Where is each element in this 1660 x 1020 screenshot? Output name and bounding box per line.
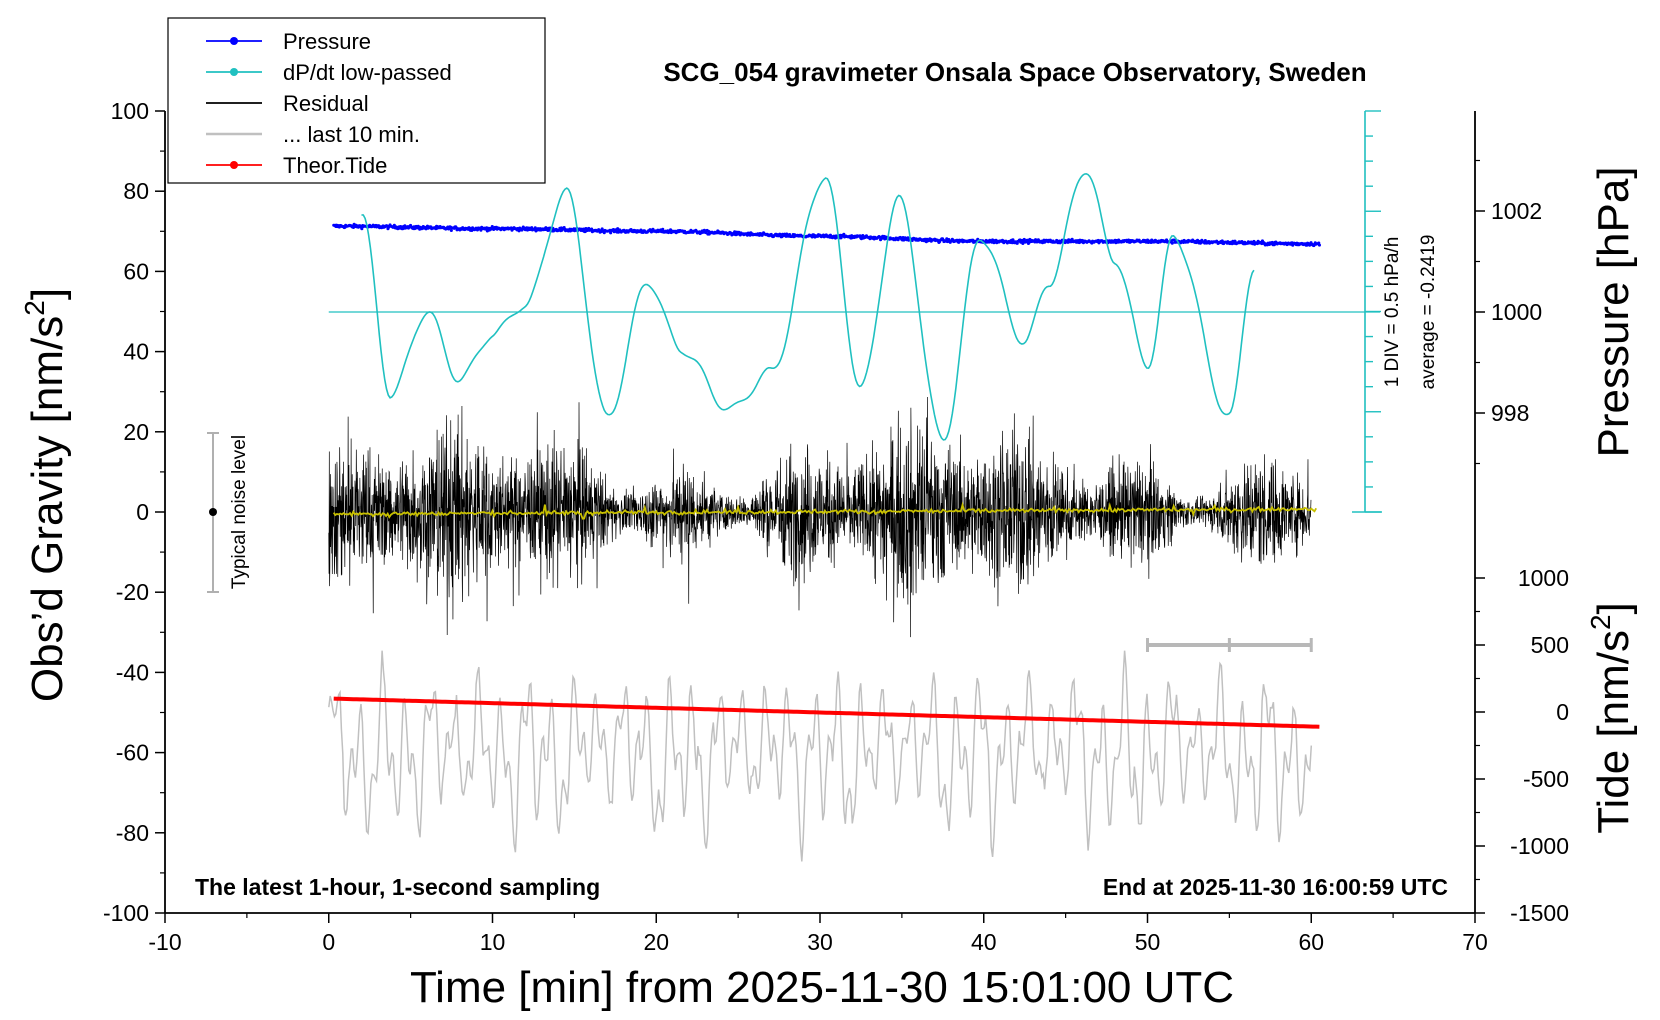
y-axis-label-left-main: Obs’d Gravity [nm/s <box>23 316 72 702</box>
y-tick-label-pressure: 998 <box>1491 400 1529 426</box>
y-tick-label-tide: -1000 <box>1510 833 1569 859</box>
y-tick-label-tide: 0 <box>1556 699 1569 725</box>
y-axis-label-pressure: Pressure [hPa] <box>1589 166 1638 457</box>
x-tick-label: 20 <box>643 929 669 955</box>
residual-series <box>328 396 1312 638</box>
y-tick-label-gravity: 100 <box>111 98 149 124</box>
dpdt-series <box>361 172 1255 441</box>
y-tick-label-gravity: -80 <box>116 820 149 846</box>
dpdt-scale-bar <box>1352 110 1382 513</box>
legend-label: ... last 10 min. <box>283 122 420 147</box>
y-tick-label-gravity: 60 <box>123 258 149 284</box>
legend-item: Theor.Tide <box>206 153 387 178</box>
legend-item: Pressure <box>206 29 371 54</box>
scale-label-div: 1 DIV = 0.5 hPa/h <box>1382 237 1403 388</box>
x-tick-label: 0 <box>322 929 335 955</box>
legend-marker <box>230 68 238 76</box>
y-tick-label-gravity: 40 <box>123 339 149 365</box>
theor-tide-series <box>333 696 1320 729</box>
noise-level-label: Typical noise level <box>229 435 250 589</box>
y-axis-label-left-close: ] <box>23 288 72 300</box>
y-tick-label-tide: 500 <box>1531 632 1569 658</box>
footer-left: The latest 1-hour, 1-second sampling <box>195 874 600 900</box>
legend: Pressure dP/dt low-passed Residual ... last… <box>167 17 546 184</box>
last-10-min-series <box>328 650 1313 862</box>
chart-title: SCG_054 gravimeter Onsala Space Observat… <box>663 57 1366 87</box>
pressure-series <box>332 222 1321 248</box>
y-tick-label-tide: -500 <box>1523 766 1569 792</box>
y-tick-label-pressure: 1002 <box>1491 198 1542 224</box>
y-tick-label-tide: -1500 <box>1510 900 1569 926</box>
x-tick-label: 60 <box>1298 929 1324 955</box>
x-axis-label: Time [min] from 2025-11-30 15:01:00 UTC <box>410 963 1234 1012</box>
scale-label-average: average = -0.2419 <box>1418 235 1439 390</box>
y-tick-label-gravity: -60 <box>116 740 149 766</box>
y-tick-label-gravity: -20 <box>116 579 149 605</box>
footer-right: End at 2025-11-30 16:00:59 UTC <box>1103 874 1448 900</box>
y-axis-label-tide: Tide [nm/s2] <box>1585 602 1638 834</box>
legend-box <box>167 17 546 184</box>
residual-smoothed-series <box>332 501 1317 520</box>
y-tick-label-gravity: -100 <box>103 900 149 926</box>
y-tick-label-gravity: 80 <box>123 178 149 204</box>
y-axis-label-left-sup: 2 <box>19 300 50 316</box>
y-tick-label-gravity: -40 <box>116 659 149 685</box>
legend-item: ... last 10 min. <box>206 122 420 147</box>
y-axis-label-tide-main: Tide [nm/s <box>1589 630 1638 834</box>
legend-item: dP/dt low-passed <box>206 60 452 85</box>
y-axis-label-tide-sup: 2 <box>1585 614 1616 630</box>
y-tick-label-tide: 1000 <box>1518 565 1569 591</box>
last-10-min-interval <box>1146 638 1313 652</box>
legend-marker <box>230 37 238 45</box>
legend-label: dP/dt low-passed <box>283 60 452 85</box>
x-tick-label: 70 <box>1462 929 1488 955</box>
x-tick-label: 50 <box>1135 929 1161 955</box>
y-tick-label-gravity: 20 <box>123 419 149 445</box>
legend-label: Pressure <box>283 29 371 54</box>
y-axis-label-tide-close: ] <box>1589 602 1638 614</box>
y-tick-label-pressure: 1000 <box>1491 299 1542 325</box>
y-axis-label-left: Obs’d Gravity [nm/s2] <box>19 288 72 702</box>
legend-label: Theor.Tide <box>283 153 387 178</box>
y-tick-label-gravity: 0 <box>136 499 149 525</box>
legend-marker <box>230 161 238 169</box>
legend-label: Residual <box>283 91 369 116</box>
x-tick-label: 30 <box>807 929 833 955</box>
noise-level-indicator <box>207 432 219 593</box>
x-tick-label: -10 <box>148 929 181 955</box>
legend-item: Residual <box>206 91 369 116</box>
x-tick-label: 10 <box>480 929 506 955</box>
x-tick-label: 40 <box>971 929 997 955</box>
